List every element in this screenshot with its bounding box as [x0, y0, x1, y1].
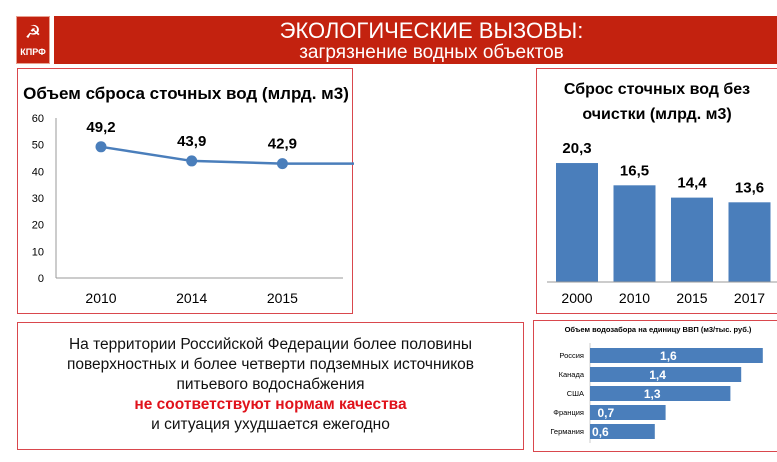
chart-title: Объем водозабора на единицу ВВП (м3/тыс.…	[565, 325, 752, 334]
page-title: ЭКОЛОГИЧЕСКИЕ ВЫЗОВЫ:	[279, 18, 584, 43]
bar	[728, 202, 771, 282]
logo-text: КПРФ	[20, 47, 46, 57]
category-label: Россия	[559, 351, 584, 360]
x-tick-label: 2010	[85, 290, 116, 306]
bar	[590, 367, 742, 382]
category-label: Франция	[553, 408, 584, 417]
data-label: 0,6	[592, 425, 609, 439]
bar	[556, 163, 598, 282]
info-text-panel: На территории Российской Федерации более…	[17, 322, 524, 450]
info-line: поверхностных и более четверти подземных…	[66, 356, 475, 373]
y-tick-label: 0	[38, 273, 44, 285]
x-tick-label: 2017	[734, 290, 765, 306]
data-label: 1,4	[649, 368, 666, 382]
x-tick-label: 2014	[176, 290, 207, 306]
info-highlight: не соответствуют нормам качества	[134, 396, 407, 413]
y-tick-label: 60	[32, 113, 44, 125]
y-tick-label: 20	[32, 220, 44, 232]
bar	[590, 386, 731, 401]
data-label: 13,6	[735, 179, 764, 196]
x-tick-label: 2010	[619, 290, 650, 306]
data-label: 1,6	[660, 349, 677, 363]
bar	[590, 405, 666, 420]
data-label: 1,3	[644, 387, 661, 401]
category-label: Канада	[559, 370, 585, 379]
bar	[590, 424, 655, 439]
bar	[671, 197, 713, 282]
y-tick-label: 30	[32, 193, 44, 205]
info-line: На территории Российской Федерации более…	[68, 336, 473, 353]
bar	[590, 348, 763, 363]
info-line: и ситуация ухудшается ежегодно	[151, 416, 390, 433]
bar-chart-panel: Сброс сточных вод без очистки (млрд. м3) 2…	[536, 68, 777, 314]
line-chart: Объем сброса сточных вод (млрд. м3) 0 10 20…	[23, 84, 354, 306]
x-tick-label: 2015	[267, 290, 298, 306]
hammer-sickle-icon: ☭	[24, 22, 42, 42]
series-line	[100, 145, 354, 165]
category-label: США	[567, 389, 584, 398]
chart-title: Сброс сточных вод без	[564, 81, 750, 98]
info-line: питьевого водоснабжения	[176, 376, 365, 393]
data-point	[95, 141, 107, 153]
y-tick-label: 40	[32, 166, 44, 178]
page-subtitle: загрязнение водных объектов	[299, 42, 564, 63]
data-point	[276, 158, 288, 170]
kprf-logo: ☭ КПРФ	[16, 16, 50, 64]
data-label: 42,9	[268, 136, 297, 153]
y-tick-label: 10	[32, 246, 44, 258]
chart-title: очистки (млрд. м3)	[582, 106, 731, 123]
category-label: Германия	[550, 427, 584, 436]
data-label: 20,3	[562, 140, 591, 157]
data-label: 43,9	[177, 133, 206, 150]
hbar-chart: Объем водозабора на единицу ВВП (м3/тыс.…	[550, 325, 763, 443]
y-tick-label: 50	[32, 140, 44, 152]
line-chart-panel: Объем сброса сточных вод (млрд. м3) 0 10 20…	[17, 68, 354, 314]
x-tick-label: 2000	[561, 290, 592, 306]
bar	[613, 185, 656, 282]
bar-chart: Сброс сточных вод без очистки (млрд. м3) 2…	[547, 81, 777, 306]
data-label: 49,2	[86, 119, 115, 136]
hbar-chart-panel: Объем водозабора на единицу ВВП (м3/тыс.…	[533, 320, 777, 452]
chart-title: Объем сброса сточных вод (млрд. м3)	[23, 84, 349, 103]
header-banner: ЭКОЛОГИЧЕСКИЕ ВЫЗОВЫ: загрязнение водных…	[54, 16, 777, 64]
data-label: 16,5	[620, 162, 649, 179]
data-label: 14,4	[677, 175, 707, 192]
x-tick-label: 2015	[676, 290, 707, 306]
data-label: 0,7	[597, 406, 614, 420]
data-point	[186, 155, 198, 167]
